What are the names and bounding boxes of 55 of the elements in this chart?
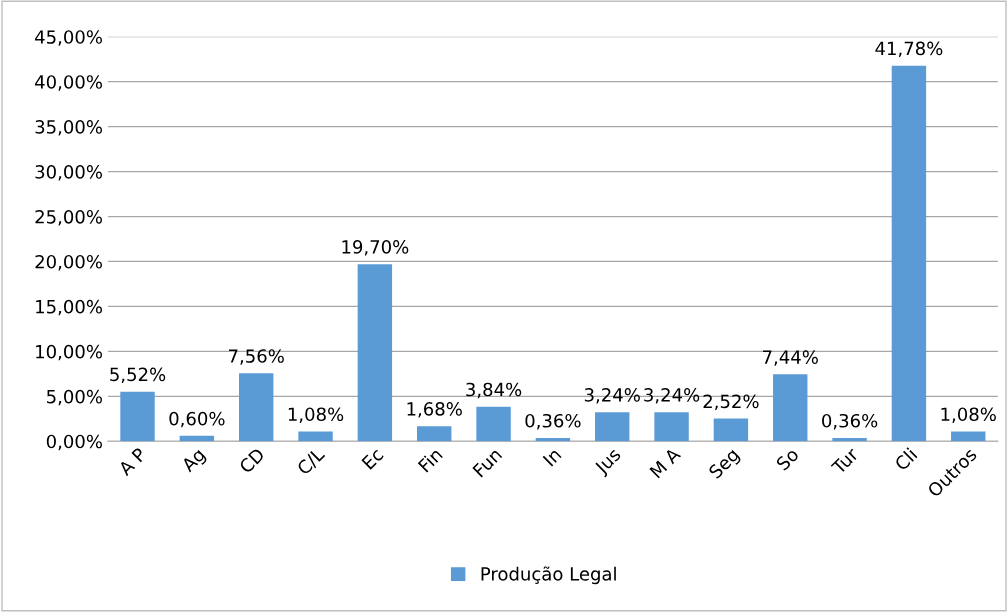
y-tick-label: 20,00%: [35, 254, 102, 271]
legend-label: Produção Legal: [481, 566, 616, 585]
y-tick-label: 40,00%: [35, 75, 102, 91]
x-tick-label: A P: [117, 446, 147, 477]
y-tick-label: 25,00%: [35, 209, 102, 226]
bar: [357, 264, 393, 442]
bar: [832, 438, 867, 442]
y-tick-label: 10,00%: [36, 344, 102, 361]
bar: [713, 418, 749, 442]
data-label: 3,24%: [584, 388, 640, 404]
data-label: 0,60%: [169, 411, 225, 428]
data-label: 5,52%: [110, 367, 166, 384]
data-label: 7,44%: [763, 350, 818, 366]
y-tick-label: 15,00%: [36, 299, 102, 316]
x-tick-label: Seg: [707, 447, 743, 482]
y-tick-label: 5,00%: [47, 389, 102, 406]
bar: [535, 438, 571, 442]
x-tick-label: Jus: [593, 447, 624, 478]
x-tick-label: Fin: [417, 447, 443, 473]
bar: [773, 374, 808, 442]
data-label: 3,84%: [466, 382, 522, 399]
data-label: 41,78%: [875, 41, 943, 58]
bar: [654, 412, 689, 442]
bar: [298, 431, 333, 442]
y-tick-label: 35,00%: [35, 120, 102, 136]
bar: [595, 412, 630, 442]
bar: [891, 65, 927, 442]
x-tick-label: C/L: [296, 446, 327, 477]
x-tick-label: Ec: [361, 447, 384, 470]
x-tick-label: CD: [238, 447, 266, 475]
y-tick-label: 30,00%: [35, 165, 102, 181]
bar: [476, 406, 511, 442]
x-tick-label: Ag: [180, 447, 209, 476]
x-tick-label: Cli: [893, 447, 918, 472]
data-label: 2,52%: [703, 394, 759, 410]
x-tick-label: Fun: [472, 447, 503, 478]
y-tick-label: 0,00%: [46, 434, 102, 451]
bar: [417, 426, 452, 442]
y-tick-label: 45,00%: [35, 30, 102, 46]
data-label: 1,08%: [941, 407, 996, 423]
data-label: 1,68%: [407, 402, 462, 418]
data-label: 0,36%: [822, 413, 878, 430]
bar: [951, 431, 986, 442]
x-tick-label: Tur: [830, 446, 860, 476]
data-label: 7,56%: [229, 349, 284, 365]
x-tick-label: M A: [649, 446, 682, 479]
data-label: 1,08%: [288, 407, 344, 423]
data-label: 3,24%: [644, 388, 700, 404]
bar: [120, 391, 155, 442]
x-tick-label: So: [775, 447, 800, 472]
data-label: 0,36%: [525, 413, 581, 430]
x-tick-label: In: [542, 447, 562, 467]
bar: [179, 435, 215, 442]
bar: [238, 373, 274, 442]
data-label: 19,70%: [342, 240, 409, 256]
